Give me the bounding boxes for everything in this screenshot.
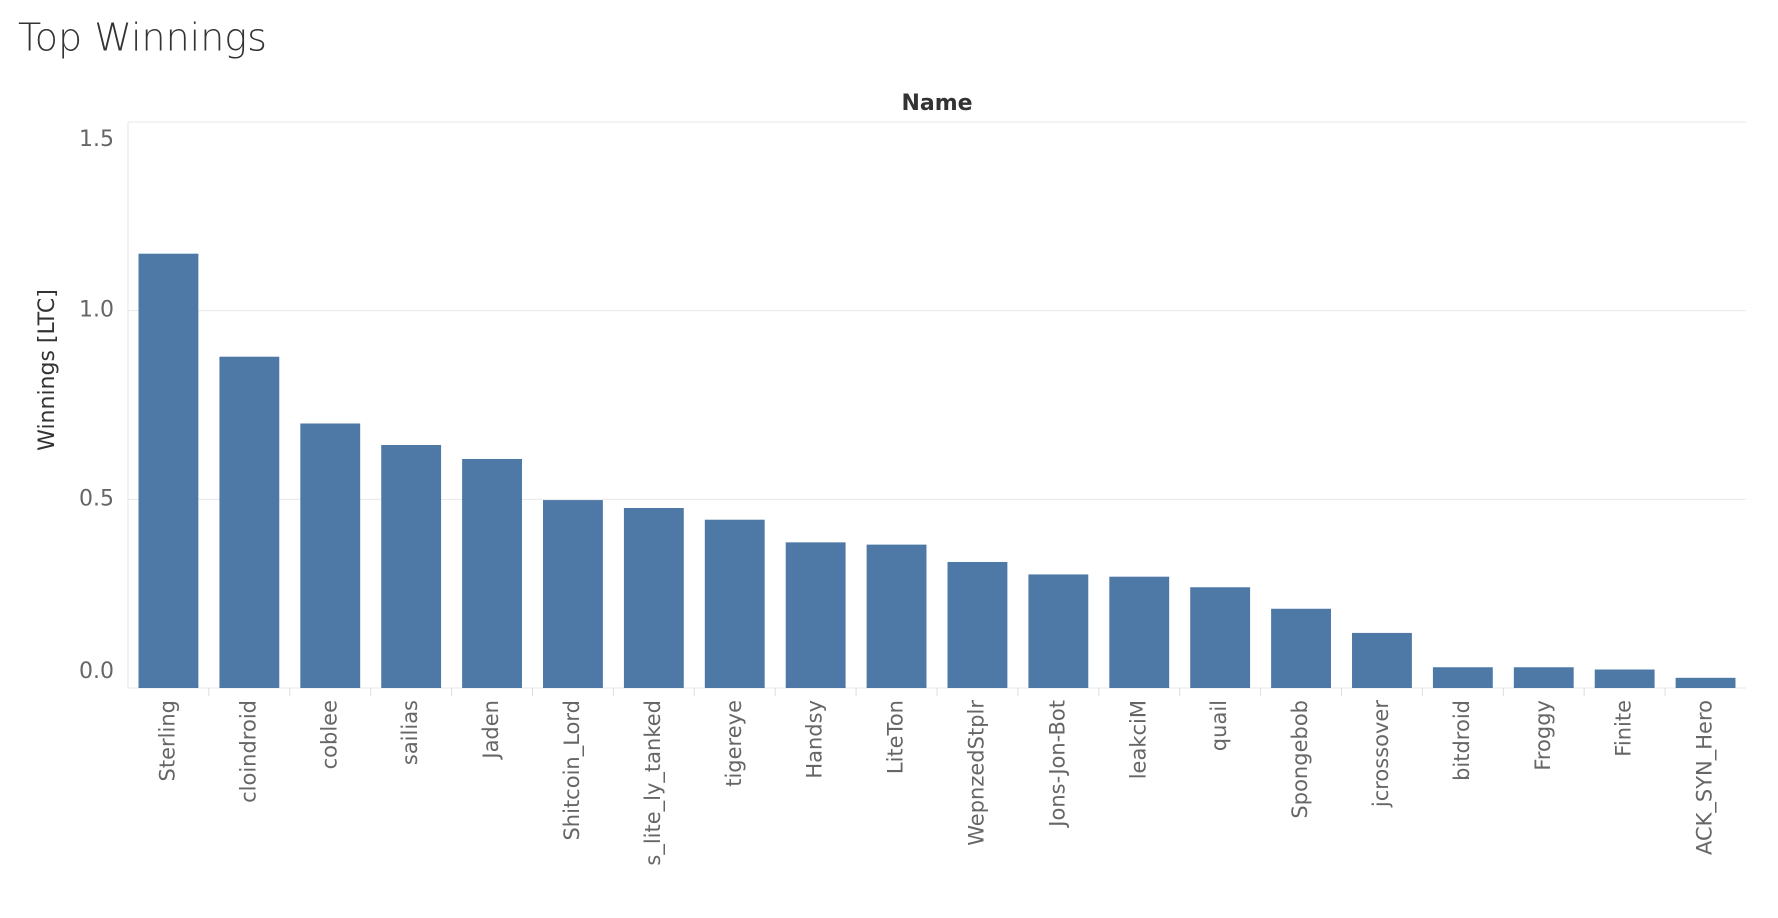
bar — [219, 356, 280, 688]
x-tick-label: Sterling — [155, 700, 179, 781]
x-header: Name — [901, 91, 972, 116]
x-tick-label: Jaden — [479, 700, 503, 761]
bar — [1028, 574, 1089, 688]
bar — [947, 561, 1008, 688]
bar — [1432, 667, 1493, 688]
x-tick-label: Froggy — [1531, 700, 1555, 771]
x-tick-label: tigereye — [722, 700, 746, 787]
x-tick-label: Spongebob — [1288, 700, 1312, 819]
x-tick-label: bitdroid — [1450, 700, 1474, 781]
y-axis-title: Winnings [LTC] — [35, 289, 60, 451]
y-tick-label: 1.5 — [79, 127, 114, 152]
y-tick-label: 1.0 — [79, 298, 114, 323]
bar — [462, 458, 522, 688]
x-tick-label: s_lite_ly_tanked — [641, 700, 666, 866]
x-tick-label: LiteTon — [884, 700, 908, 774]
bar — [300, 423, 361, 688]
bar — [785, 542, 846, 688]
bar — [381, 444, 442, 688]
x-tick-label: ACK_SYN_Hero — [1693, 700, 1718, 855]
x-tick-label: sailias — [398, 700, 422, 765]
bar — [1352, 632, 1412, 688]
bar — [138, 253, 199, 688]
x-tick-label: cloindroid — [236, 700, 260, 803]
bar — [1594, 669, 1655, 688]
x-tick-label: jcrossover — [1369, 700, 1393, 808]
x-tick-label: Jons-Jon-Bot — [1045, 700, 1069, 829]
x-tick-label: WepnzedStplr — [964, 700, 988, 846]
bar — [1513, 667, 1574, 688]
bar — [543, 500, 603, 688]
x-tick-label: coblee — [317, 700, 341, 769]
y-tick-label: 0.0 — [79, 659, 114, 684]
x-tick-label: Handsy — [803, 700, 827, 779]
bar — [1271, 608, 1331, 688]
bar — [623, 508, 684, 688]
chart-title: Top Winnings — [18, 16, 267, 60]
bar — [1190, 587, 1251, 688]
y-tick-label: 0.5 — [79, 486, 114, 511]
bar — [866, 544, 927, 688]
x-tick-label: Finite — [1612, 700, 1636, 757]
bar — [704, 519, 765, 688]
bar — [1109, 576, 1170, 688]
x-tick-label: quail — [1207, 700, 1231, 751]
x-tick-label: Shitcoin_Lord — [560, 700, 585, 841]
bar — [1675, 677, 1736, 688]
x-tick-label: leakciM — [1126, 700, 1150, 779]
